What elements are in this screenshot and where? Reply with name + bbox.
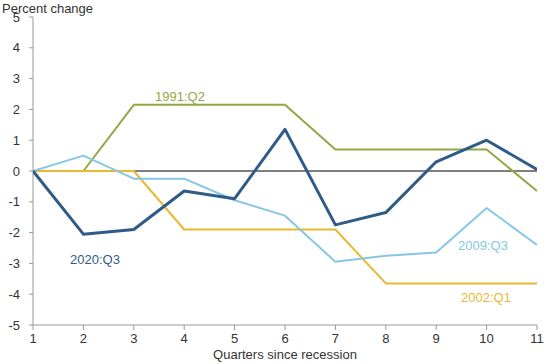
x-tick [133,325,134,330]
x-tick [184,325,185,330]
y-tick-label: -5 [8,318,20,333]
x-tick [436,325,437,330]
y-tick-label: -2 [8,225,20,240]
y-tick-label: 5 [13,10,20,25]
y-tick [29,232,33,233]
series-line [33,105,537,191]
series-label: 2002:Q1 [461,290,511,305]
y-tick [29,171,33,172]
x-tick-label: 10 [479,331,493,346]
y-tick-label: -3 [8,256,20,271]
y-tick [29,78,33,79]
y-tick [29,325,33,326]
series-label: 2020:Q3 [70,252,120,267]
series-label: 1991:Q2 [155,89,205,104]
x-tick-label: 6 [281,331,288,346]
x-tick-label: 8 [382,331,389,346]
y-tick [29,263,33,264]
y-tick [29,47,33,48]
x-tick-label: 4 [181,331,188,346]
y-tick-label: 0 [13,164,20,179]
x-tick-label: 2 [80,331,87,346]
x-tick-label: 3 [130,331,137,346]
x-tick [285,325,286,330]
y-tick-label: 4 [13,40,20,55]
x-tick [33,325,34,330]
series-line [33,171,537,283]
x-tick-label: 5 [231,331,238,346]
chart: Percent change-5-4-3-2-10123451234567891… [0,0,550,364]
y-tick [29,201,33,202]
x-tick [537,325,538,330]
x-axis [33,325,537,326]
y-tick [29,109,33,110]
x-tick [486,325,487,330]
y-tick-label: -1 [8,194,20,209]
y-tick [29,294,33,295]
x-label: Quarters since recession [213,347,357,362]
y-tick-label: -4 [8,287,20,302]
x-tick [385,325,386,330]
y-tick-label: 2 [13,102,20,117]
y-tick-label: 3 [13,71,20,86]
series-line [33,129,537,234]
x-tick [83,325,84,330]
y-tick [29,140,33,141]
x-tick-label: 1 [29,331,36,346]
y-tick-label: 1 [13,133,20,148]
x-tick-label: 9 [433,331,440,346]
x-tick-label: 7 [332,331,339,346]
x-tick [234,325,235,330]
plot-area [33,105,537,284]
series-label: 2009:Q3 [458,238,508,253]
series-line [33,156,537,262]
x-tick [335,325,336,330]
y-tick [29,17,33,18]
x-tick-label: 11 [530,331,544,346]
